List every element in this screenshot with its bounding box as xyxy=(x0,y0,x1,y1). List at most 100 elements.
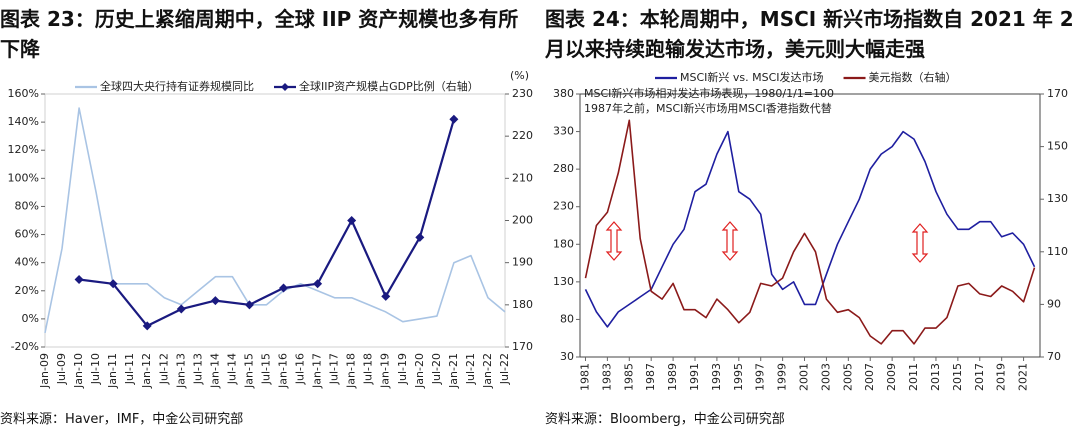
y2-tick-label: 220 xyxy=(512,129,533,142)
x-tick-label: 2003 xyxy=(819,363,832,391)
legend-label: 全球四大央行持有证券规模同比 xyxy=(100,79,254,93)
x-tick-label: 1989 xyxy=(666,363,679,391)
x-tick-label: Jul-17 xyxy=(328,353,341,385)
x-tick-label: Jul-21 xyxy=(464,353,477,385)
y-tick-label: 140% xyxy=(8,115,39,128)
x-tick-label: 1987 xyxy=(644,363,657,391)
x-tick-label: 1985 xyxy=(622,363,635,391)
marker xyxy=(449,114,459,124)
x-tick-label: Jul-14 xyxy=(225,353,238,385)
legend-label: 全球IIP资产规模占GDP比例（右轴） xyxy=(299,79,479,93)
x-tick-label: Jan-19 xyxy=(379,353,392,389)
chart-title: 图表 24：本轮周期中，MSCI 新兴市场指数自 2021 年 2 月以来持续跑… xyxy=(545,7,1074,61)
x-tick-label: Jan-11 xyxy=(106,353,119,389)
plot-frame xyxy=(44,93,506,348)
annotation: 1987年之前，MSCI新兴市场用MSCI香港指数代替 xyxy=(584,101,832,115)
x-tick-label: 1991 xyxy=(688,363,701,391)
x-tick-label: 2017 xyxy=(973,363,986,391)
y-tick-label: 120% xyxy=(8,143,39,156)
y2-tick-label: 180 xyxy=(512,298,533,311)
y2-tick-label: 230 xyxy=(512,87,533,100)
y2-tick-label: 190 xyxy=(512,256,533,269)
marker xyxy=(74,275,84,285)
legend-label: MSCI新兴 vs. MSCI发达市场 xyxy=(680,70,824,84)
y-tick-label: 100% xyxy=(8,171,39,184)
marker xyxy=(279,283,289,293)
x-tick-label: 2013 xyxy=(929,363,942,391)
x-tick-label: Jul-11 xyxy=(123,353,136,385)
x-tick-label: 2011 xyxy=(907,363,920,391)
x-tick-label: 2001 xyxy=(798,363,811,391)
x-tick-label: 1993 xyxy=(710,363,723,391)
x-tick-label: 2005 xyxy=(841,363,854,391)
x-tick-label: Jan-15 xyxy=(242,353,255,389)
y2-tick-label: 200 xyxy=(512,214,533,227)
x-tick-label: 2009 xyxy=(885,363,898,391)
x-tick-label: Jul-22 xyxy=(498,353,511,385)
chart-title: 图表 23：历史上紧缩周期中，全球 IIP 资产规模也多有所下降 xyxy=(0,7,519,61)
x-tick-label: Jul-20 xyxy=(430,353,443,385)
marker xyxy=(313,279,323,289)
y2-unit: (%) xyxy=(510,69,529,82)
x-tick-label: Jul-18 xyxy=(362,353,375,385)
y2-tick-label: 90 xyxy=(1047,297,1061,310)
marker xyxy=(347,216,357,225)
y-tick-label: 160% xyxy=(8,87,39,100)
x-tick-label: 2007 xyxy=(863,363,876,391)
y-tick-label: 230 xyxy=(553,200,574,213)
x-tick-label: 1983 xyxy=(600,363,613,391)
y-tick-label: 80 xyxy=(560,312,574,325)
x-tick-label: 1997 xyxy=(754,363,767,391)
y2-tick-label: 210 xyxy=(512,171,533,184)
arrow-decor xyxy=(605,221,929,263)
series-line xyxy=(78,118,455,327)
y2-tick-label: 70 xyxy=(1047,350,1061,363)
marker xyxy=(381,291,391,301)
x-tick-label: Jan-21 xyxy=(447,353,460,389)
x-tick-label: Jan-17 xyxy=(311,353,324,389)
series-line xyxy=(584,119,1036,345)
x-tick-label: Jan-09 xyxy=(38,353,51,389)
y2-tick-label: 110 xyxy=(1047,245,1068,258)
series-line xyxy=(584,130,1036,328)
x-tick-label: Jan-10 xyxy=(72,353,85,389)
x-tick-label: Jan-20 xyxy=(413,353,426,389)
y-tick-label: 40% xyxy=(15,256,39,269)
y-tick-label: 280 xyxy=(553,162,574,175)
x-tick-label: Jan-18 xyxy=(345,353,358,389)
marker xyxy=(244,300,254,310)
y2-tick-label: 170 xyxy=(1047,87,1068,100)
x-tick-label: Jul-09 xyxy=(55,353,68,385)
y2-tick-label: 170 xyxy=(512,340,533,353)
x-tick-label: Jul-19 xyxy=(396,353,409,385)
x-tick-label: 2015 xyxy=(951,363,964,391)
x-tick-label: 1981 xyxy=(578,363,591,391)
marker xyxy=(210,296,220,306)
source-note: 资料来源：Haver，IMF，中金公司研究部 xyxy=(0,412,244,427)
y-tick-label: 20% xyxy=(15,284,39,297)
x-tick-label: 2021 xyxy=(1017,363,1030,391)
y2-tick-label: 150 xyxy=(1047,140,1068,153)
x-tick-label: Jan-14 xyxy=(208,353,221,389)
marker xyxy=(415,232,425,242)
x-tick-label: Jan-22 xyxy=(481,353,494,389)
marker xyxy=(176,304,186,314)
x-tick-label: 1995 xyxy=(732,363,745,391)
x-tick-label: Jul-16 xyxy=(294,353,307,385)
x-tick-label: Jan-12 xyxy=(140,353,153,389)
legend-label: 美元指数（右轴） xyxy=(869,70,957,84)
marker xyxy=(108,279,118,289)
y-tick-label: 80% xyxy=(15,199,39,212)
x-tick-label: Jul-13 xyxy=(191,353,204,385)
x-tick-label: Jul-15 xyxy=(259,353,272,385)
x-tick-label: 2019 xyxy=(995,363,1008,391)
y-tick-label: 60% xyxy=(15,228,39,241)
y-tick-label: 180 xyxy=(553,237,574,250)
y-tick-label: 380 xyxy=(553,87,574,100)
plot-frame xyxy=(579,93,1041,358)
x-tick-label: Jan-13 xyxy=(174,353,187,389)
x-tick-label: Jan-16 xyxy=(277,353,290,389)
y-tick-label: 330 xyxy=(553,125,574,138)
